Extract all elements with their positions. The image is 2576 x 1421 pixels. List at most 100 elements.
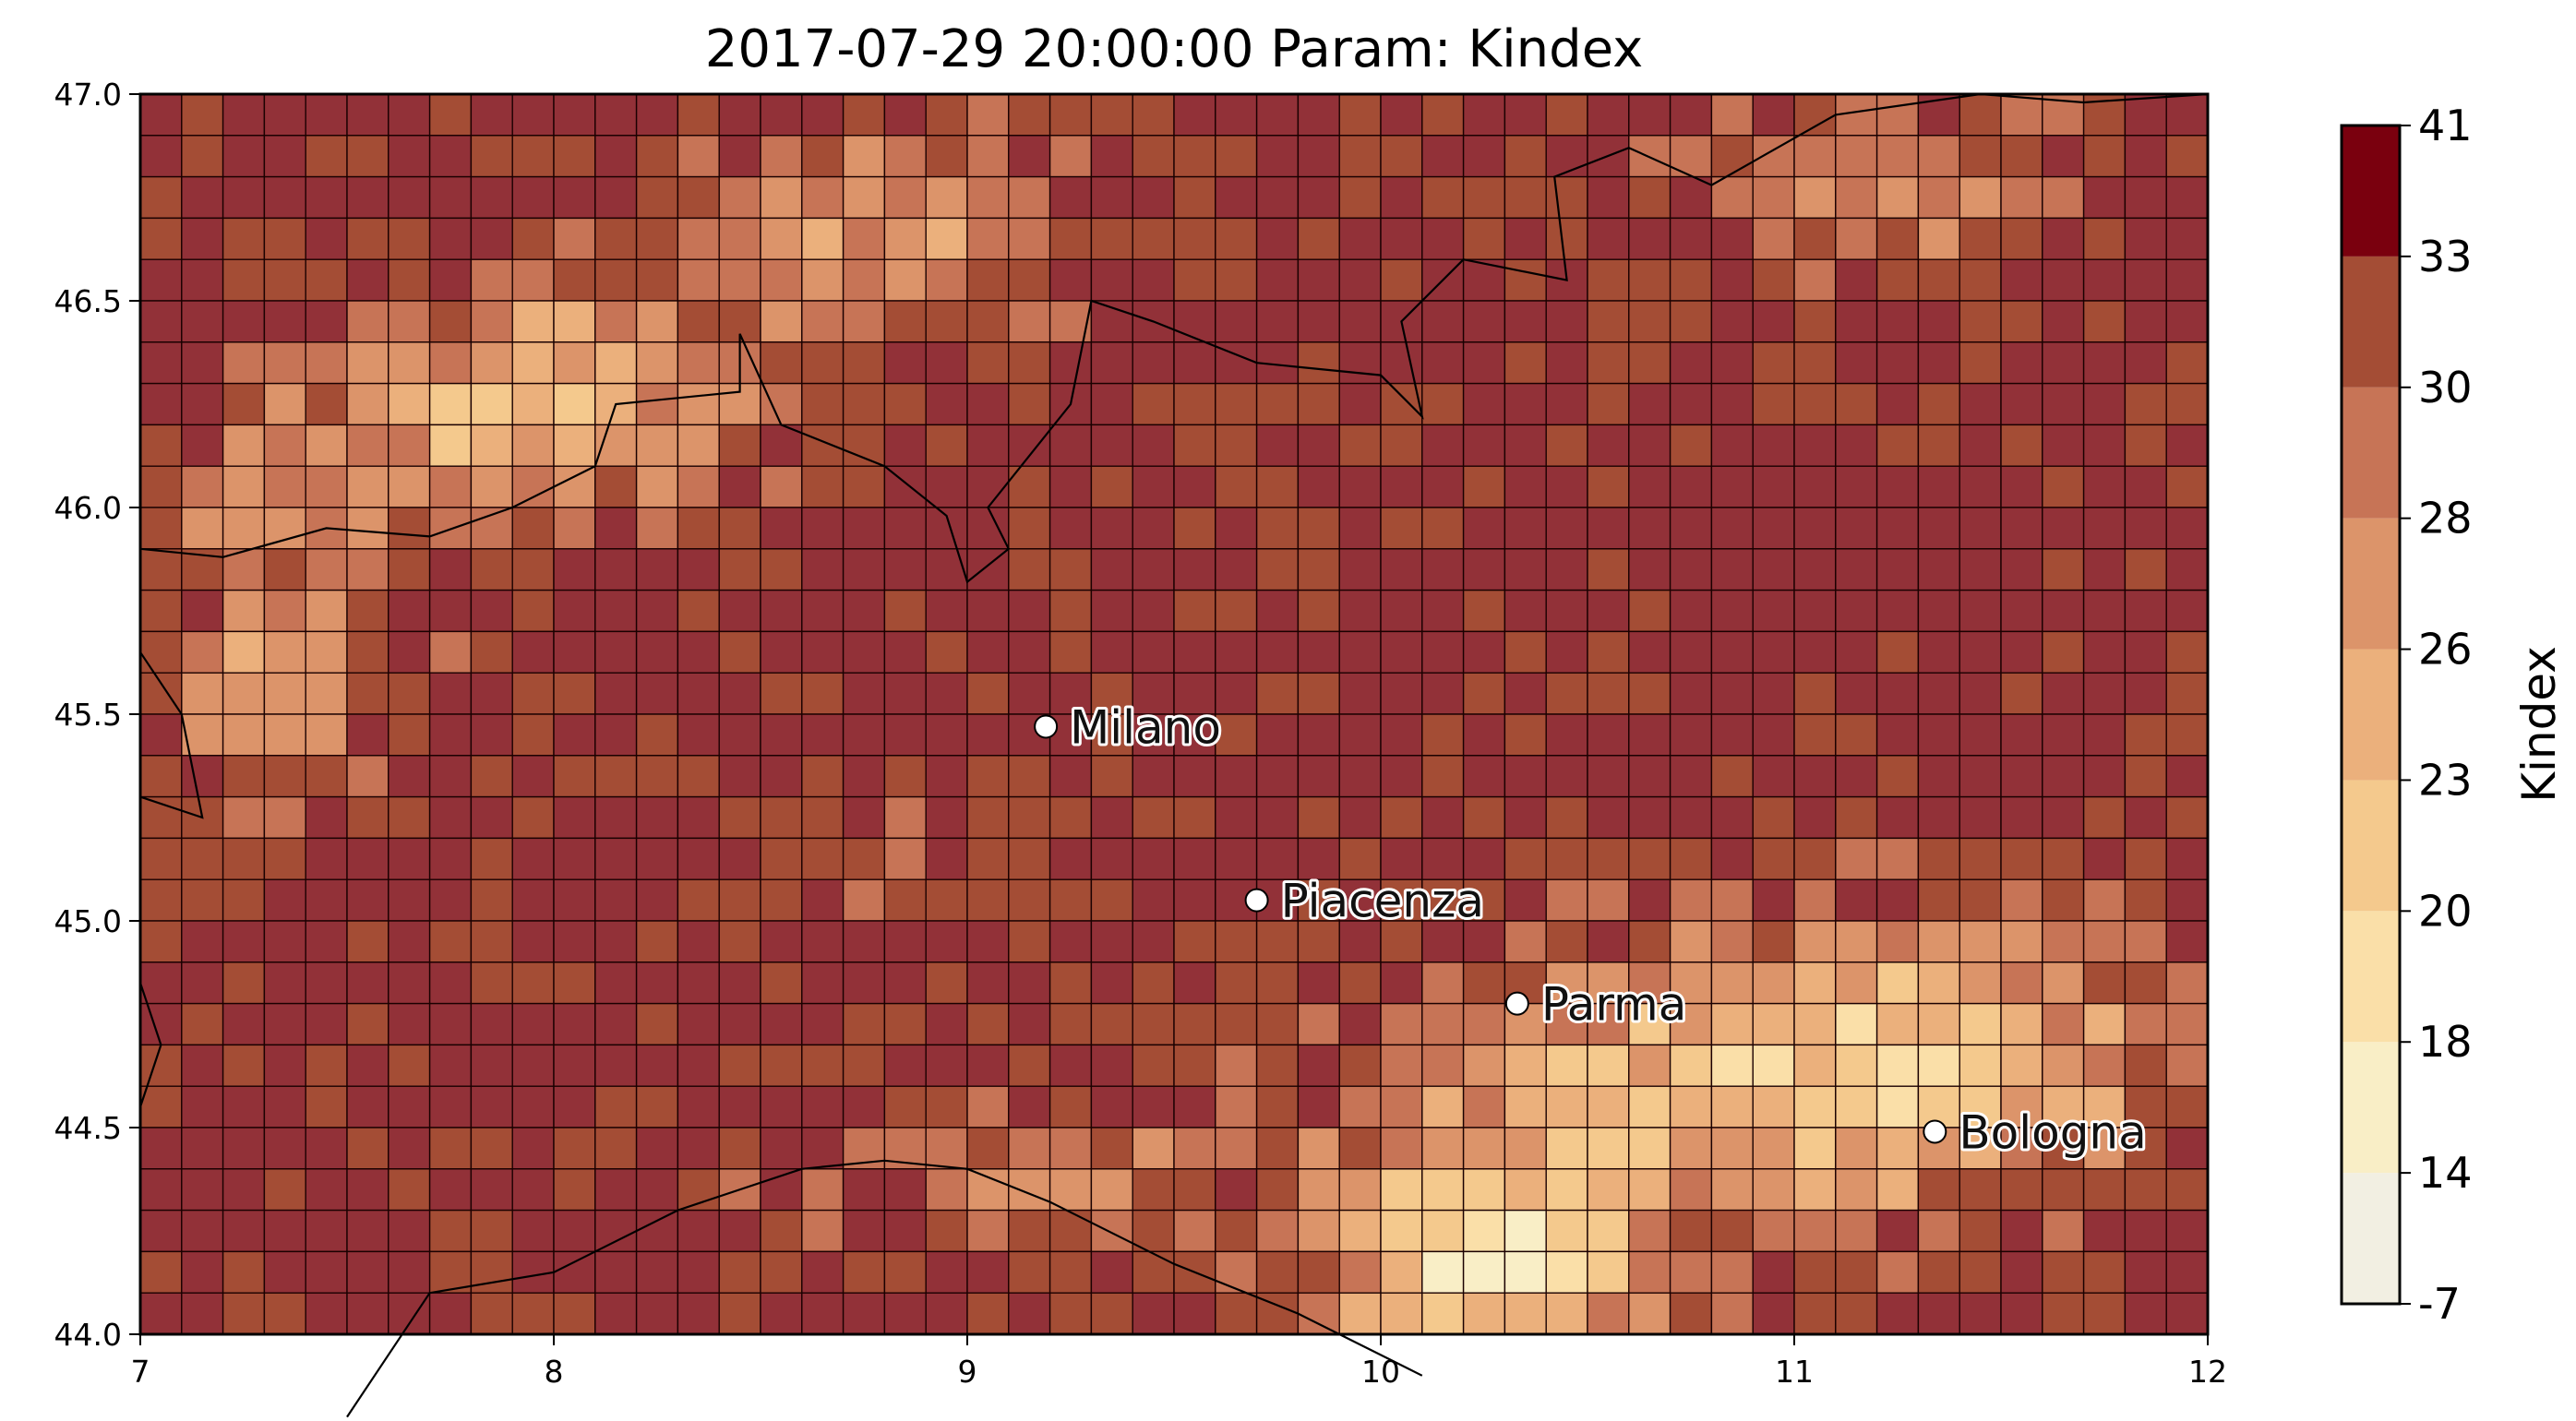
map-cell — [1215, 300, 1258, 343]
map-cell — [677, 589, 720, 633]
map-cell — [1504, 382, 1547, 426]
map-cell — [842, 548, 886, 591]
map-cell — [305, 630, 348, 674]
map-cell — [925, 548, 968, 591]
map-cell — [139, 713, 183, 757]
map-cell — [222, 465, 266, 508]
map-cell — [2124, 1002, 2167, 1046]
map-cell — [801, 1292, 845, 1335]
map-cell — [139, 382, 183, 426]
map-cell — [1048, 175, 1093, 220]
map-cell — [1917, 1002, 1960, 1046]
map-cell — [1090, 1292, 1133, 1335]
map-cell — [1048, 1085, 1093, 1128]
map-cell — [346, 424, 389, 467]
map-cell — [1669, 1168, 1713, 1212]
map-cell — [511, 920, 555, 963]
map-cell — [2042, 1002, 2085, 1046]
map-cell — [1710, 1250, 1754, 1294]
map-cell — [346, 837, 389, 880]
map-cell — [346, 341, 389, 385]
map-cell — [1255, 1168, 1300, 1212]
map-cell — [1297, 300, 1340, 343]
map-cell — [1297, 920, 1340, 963]
map-cell — [1338, 382, 1382, 426]
map-cell — [1462, 424, 1506, 467]
map-cell — [635, 961, 679, 1005]
map-cell — [1545, 1292, 1588, 1335]
map-cell — [305, 837, 348, 880]
map-cell — [966, 1044, 1010, 1087]
map-cell — [2000, 1044, 2043, 1087]
map-cell — [263, 507, 306, 550]
map-cell — [1297, 382, 1340, 426]
map-cell — [1710, 424, 1754, 467]
map-cell — [1793, 382, 1837, 426]
x-tick-label: 9 — [958, 1354, 977, 1390]
map-cell — [1504, 465, 1547, 508]
map-cell — [677, 217, 720, 260]
map-cell — [1090, 175, 1133, 220]
map-cell — [2165, 175, 2209, 220]
map-cell — [1628, 878, 1671, 922]
map-cell — [1297, 548, 1340, 591]
map-cell — [883, 878, 927, 922]
map-cell — [1587, 920, 1630, 963]
map-cell — [1297, 424, 1340, 467]
map-cell — [1587, 424, 1630, 467]
map-cell — [470, 920, 513, 963]
map-cell — [1875, 175, 1920, 220]
map-cell — [470, 175, 513, 220]
map-cell — [346, 713, 389, 757]
map-cell — [801, 1044, 845, 1087]
map-cell — [2124, 382, 2167, 426]
map-cell — [594, 713, 638, 757]
map-cell — [1587, 1209, 1630, 1253]
map-cell — [966, 465, 1010, 508]
map-cell — [1835, 507, 1878, 550]
map-cell — [1545, 135, 1588, 178]
map-cell — [1628, 175, 1671, 220]
map-cell — [470, 1168, 513, 1212]
map-cell — [1008, 300, 1051, 343]
map-cell — [1545, 341, 1588, 385]
map-cell — [553, 1209, 596, 1253]
map-cell — [1048, 424, 1093, 467]
map-cell — [1959, 135, 2002, 178]
map-cell — [1587, 465, 1630, 508]
map-cell — [222, 630, 266, 674]
map-cell — [883, 630, 927, 674]
map-cell — [470, 1292, 513, 1335]
map-cell — [925, 589, 968, 633]
map-cell — [1048, 465, 1093, 508]
map-cell — [1669, 465, 1713, 508]
map-cell — [222, 878, 266, 922]
map-cell — [222, 217, 266, 260]
map-cell — [428, 1209, 473, 1253]
map-cell — [1132, 1085, 1175, 1128]
map-cell — [883, 300, 927, 343]
map-cell — [388, 837, 431, 880]
map-cell — [1048, 1209, 1093, 1253]
map-cell — [1215, 341, 1258, 385]
map-cell — [2000, 1085, 2043, 1128]
map-cell — [222, 175, 266, 220]
map-cell — [263, 93, 306, 137]
map-cell — [511, 1209, 555, 1253]
map-cell — [1008, 1209, 1051, 1253]
map-cell — [760, 507, 803, 550]
map-cell — [1338, 258, 1382, 302]
map-cell — [1545, 713, 1588, 757]
map-cell — [1008, 961, 1051, 1005]
map-cell — [801, 589, 845, 633]
map-cell — [1008, 507, 1051, 550]
map-cell — [1959, 672, 2002, 715]
map-cell — [718, 93, 761, 137]
map-cell — [1628, 382, 1671, 426]
map-cell — [511, 878, 555, 922]
map-cell — [263, 755, 306, 798]
map-cell — [1875, 920, 1920, 963]
map-cell — [635, 258, 679, 302]
map-cell — [139, 589, 183, 633]
map-cell — [594, 135, 638, 178]
